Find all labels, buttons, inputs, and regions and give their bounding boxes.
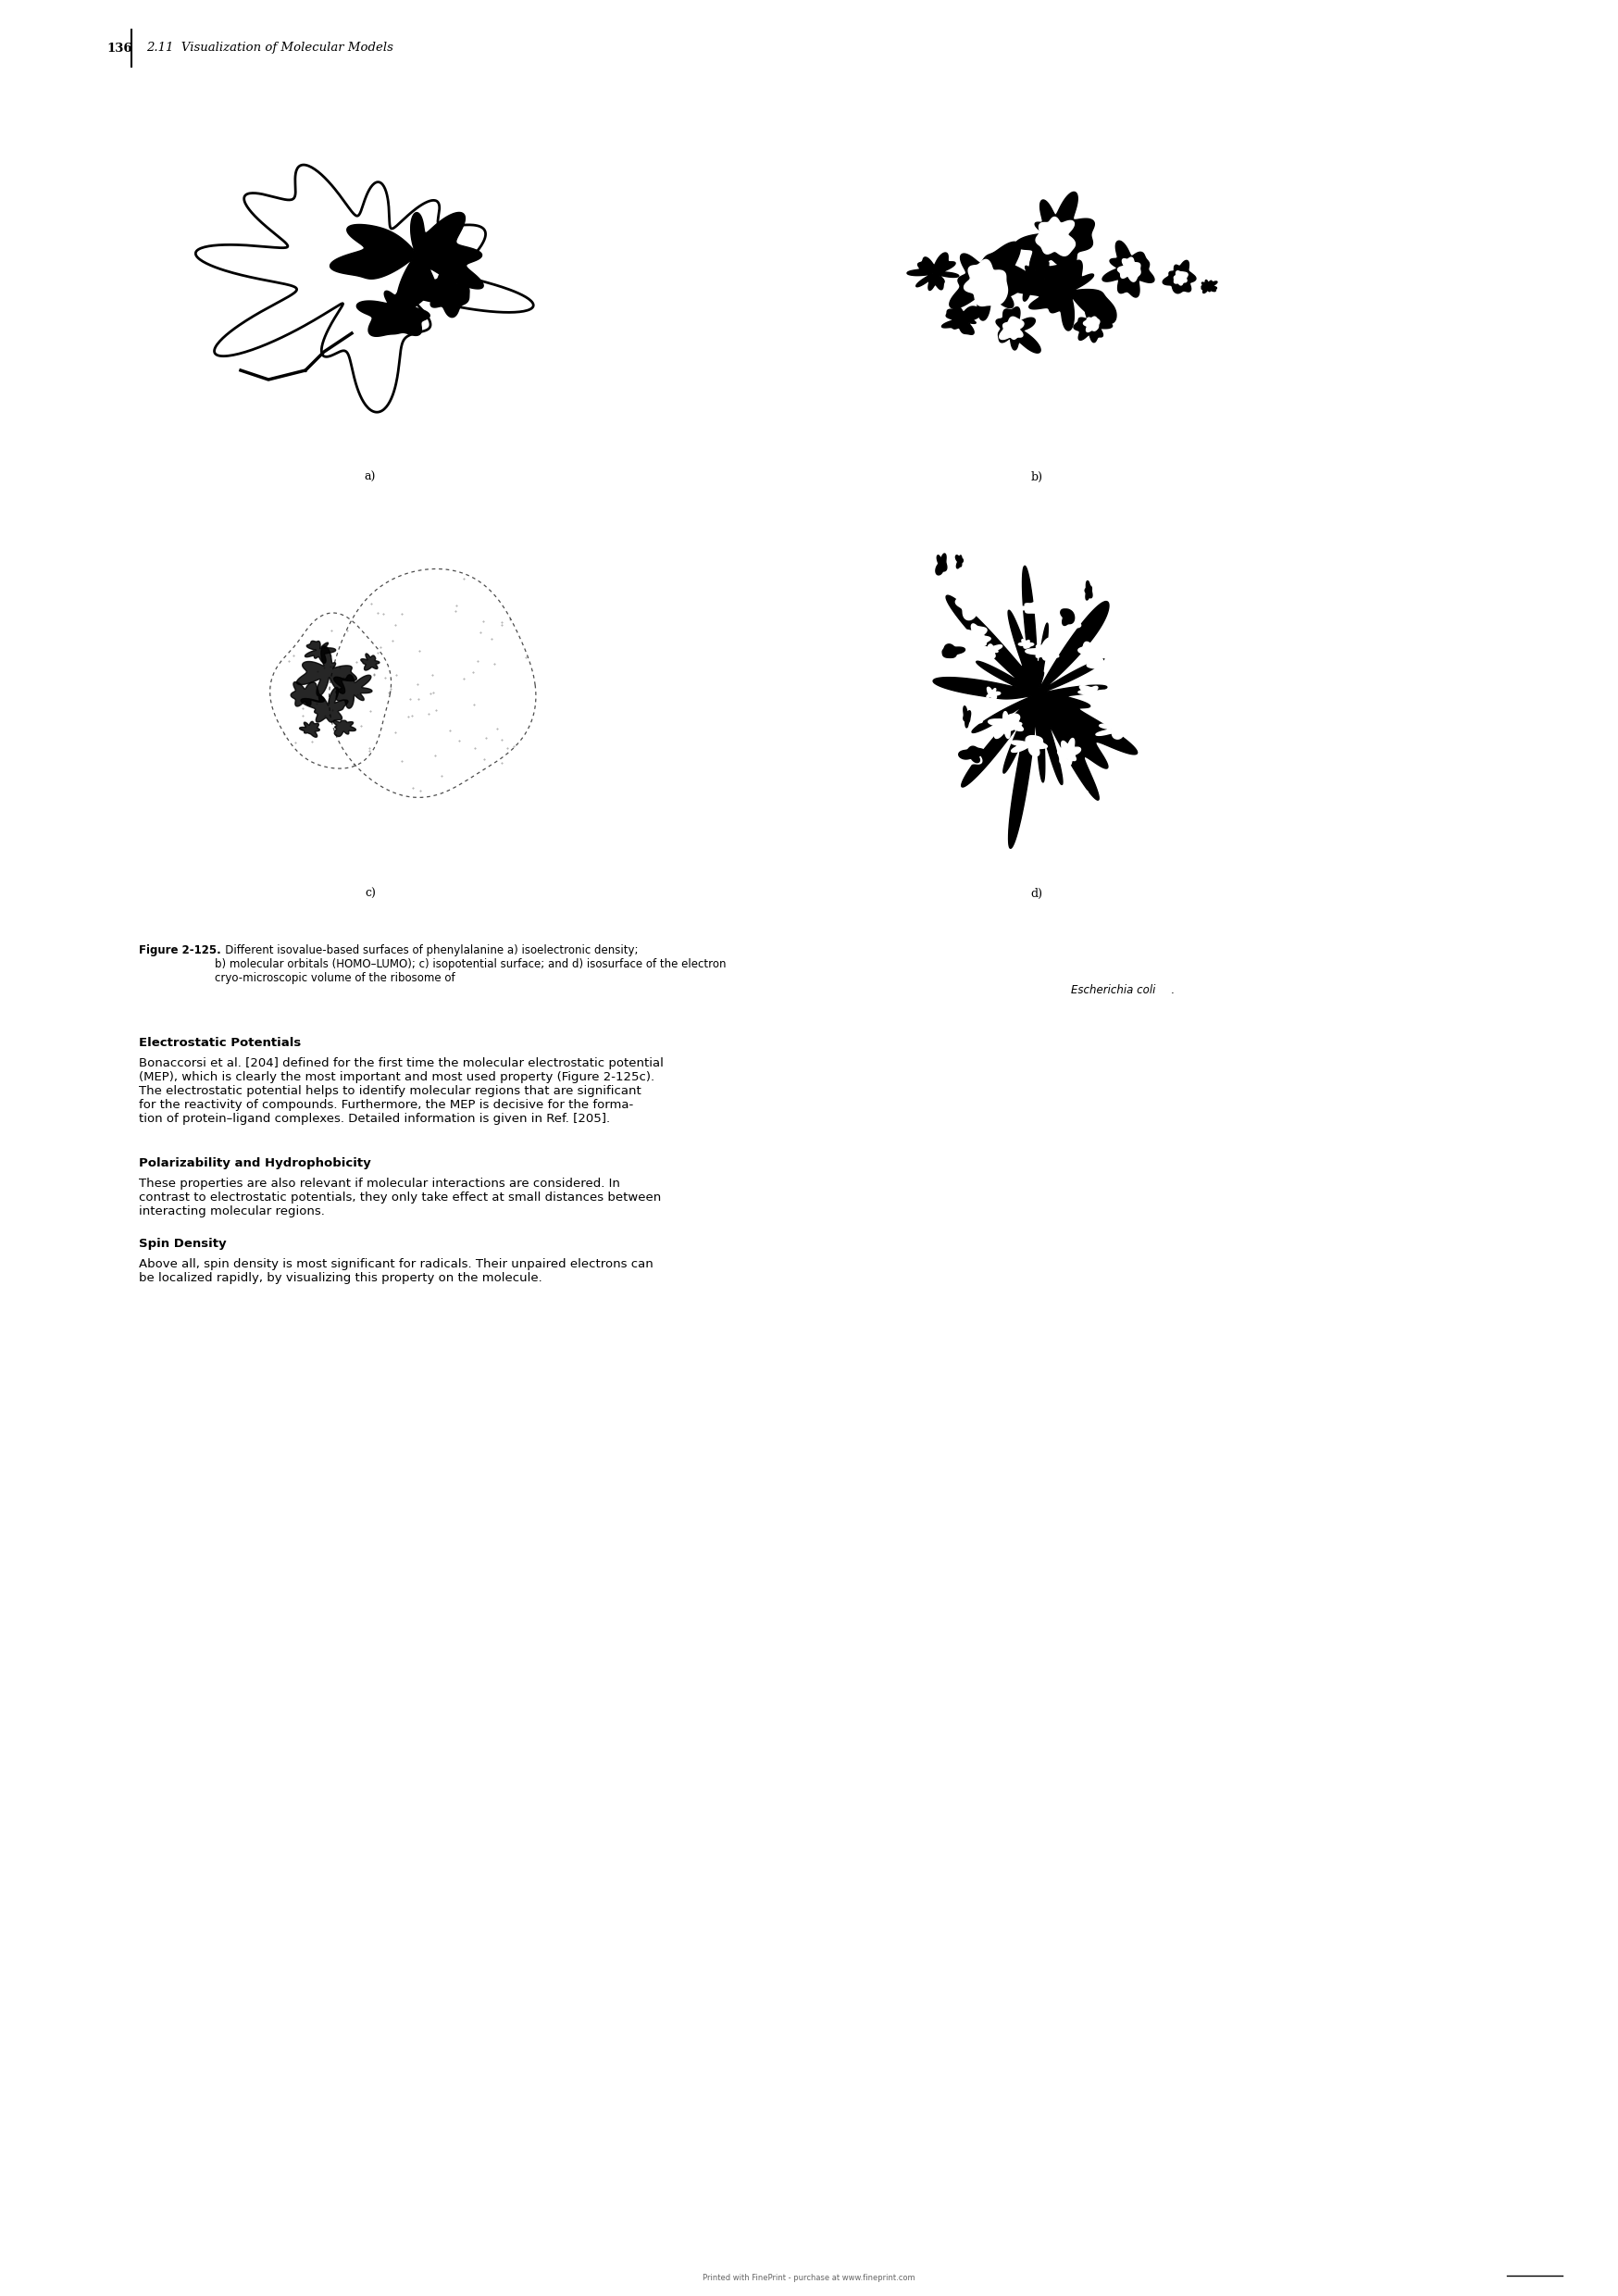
- Polygon shape: [995, 712, 1016, 739]
- Polygon shape: [958, 709, 982, 728]
- Polygon shape: [934, 567, 1137, 847]
- Text: These properties are also relevant if molecular interactions are considered. In
: These properties are also relevant if mo…: [139, 1178, 662, 1217]
- Polygon shape: [1102, 241, 1154, 296]
- Text: c): c): [364, 886, 375, 900]
- Polygon shape: [1087, 650, 1120, 677]
- Polygon shape: [1026, 638, 1058, 659]
- Polygon shape: [1108, 666, 1139, 689]
- Text: Above all, spin density is most significant for radicals. Their unpaired electro: Above all, spin density is most signific…: [139, 1258, 654, 1283]
- Polygon shape: [1118, 257, 1141, 282]
- Text: Printed with FinePrint - purchase at www.fineprint.com: Printed with FinePrint - purchase at www…: [702, 2273, 916, 2282]
- Text: Electrostatic Potentials: Electrostatic Potentials: [139, 1038, 301, 1049]
- Polygon shape: [1078, 687, 1110, 700]
- Polygon shape: [422, 271, 469, 317]
- Polygon shape: [1011, 735, 1047, 755]
- Polygon shape: [1175, 271, 1188, 285]
- Polygon shape: [1014, 193, 1094, 269]
- Polygon shape: [935, 553, 947, 574]
- Text: Bonaccorsi et al. [204] defined for the first time the molecular electrostatic p: Bonaccorsi et al. [204] defined for the …: [139, 1056, 663, 1125]
- Polygon shape: [1047, 583, 1079, 606]
- Polygon shape: [953, 742, 984, 765]
- Polygon shape: [942, 305, 981, 335]
- Polygon shape: [361, 654, 380, 670]
- Text: b): b): [1031, 471, 1042, 482]
- Polygon shape: [1058, 739, 1081, 765]
- Polygon shape: [296, 645, 356, 696]
- Polygon shape: [1095, 721, 1142, 739]
- Polygon shape: [1044, 608, 1081, 634]
- Polygon shape: [299, 721, 320, 737]
- Polygon shape: [940, 629, 979, 647]
- Polygon shape: [1039, 588, 1084, 615]
- Polygon shape: [291, 682, 325, 707]
- Polygon shape: [987, 687, 1000, 698]
- Polygon shape: [989, 604, 1005, 618]
- Polygon shape: [981, 645, 1002, 659]
- Polygon shape: [959, 746, 985, 762]
- Polygon shape: [304, 641, 335, 664]
- Text: Spin Density: Spin Density: [139, 1238, 227, 1249]
- Polygon shape: [1060, 608, 1074, 625]
- Text: a): a): [364, 471, 375, 482]
- Polygon shape: [1018, 638, 1034, 647]
- Polygon shape: [1031, 659, 1040, 675]
- Polygon shape: [955, 631, 990, 650]
- Polygon shape: [997, 308, 1040, 354]
- Polygon shape: [1086, 581, 1092, 599]
- Polygon shape: [942, 645, 964, 657]
- Polygon shape: [908, 253, 959, 289]
- Text: .: .: [1171, 985, 1175, 996]
- Polygon shape: [330, 214, 484, 310]
- Polygon shape: [950, 241, 1029, 321]
- Polygon shape: [976, 588, 1013, 608]
- Polygon shape: [961, 625, 987, 650]
- Text: 2.11  Visualization of Molecular Models: 2.11 Visualization of Molecular Models: [146, 41, 393, 55]
- Text: 136: 136: [107, 41, 133, 55]
- Polygon shape: [1052, 792, 1076, 801]
- Polygon shape: [1202, 280, 1217, 294]
- Text: Escherichia coli: Escherichia coli: [1071, 985, 1155, 996]
- Polygon shape: [333, 675, 372, 709]
- Polygon shape: [1113, 664, 1126, 687]
- Text: Different isovalue-based surfaces of phenylalanine a) isoelectronic density;
b) : Different isovalue-based surfaces of phe…: [215, 944, 726, 985]
- Polygon shape: [1014, 602, 1047, 613]
- Polygon shape: [301, 687, 348, 723]
- Polygon shape: [1074, 308, 1112, 342]
- Polygon shape: [969, 569, 1003, 604]
- Polygon shape: [956, 588, 989, 620]
- Text: Polarizability and Hydrophobicity: Polarizability and Hydrophobicity: [139, 1157, 371, 1169]
- Polygon shape: [1084, 317, 1100, 333]
- Polygon shape: [333, 721, 356, 737]
- Polygon shape: [1053, 783, 1087, 801]
- Polygon shape: [989, 714, 1023, 730]
- Polygon shape: [964, 259, 1008, 305]
- Text: d): d): [1031, 886, 1042, 900]
- Polygon shape: [1078, 643, 1108, 666]
- Polygon shape: [1000, 317, 1024, 340]
- Polygon shape: [1047, 588, 1066, 595]
- Polygon shape: [963, 707, 971, 728]
- Polygon shape: [1036, 218, 1074, 255]
- Text: Figure 2-125.: Figure 2-125.: [139, 944, 222, 957]
- Polygon shape: [1163, 259, 1196, 294]
- Polygon shape: [956, 556, 963, 569]
- Polygon shape: [1003, 259, 1116, 331]
- Polygon shape: [356, 285, 430, 335]
- Polygon shape: [993, 257, 1071, 301]
